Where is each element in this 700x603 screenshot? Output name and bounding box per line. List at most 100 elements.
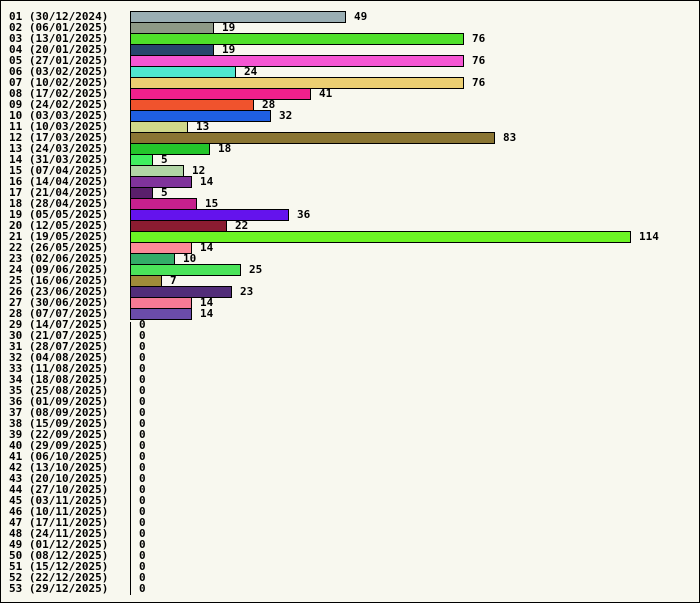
bar bbox=[130, 165, 184, 177]
value-label: 0 bbox=[139, 483, 146, 496]
value-label: 18 bbox=[218, 142, 231, 155]
category-label: 17 (21/04/2025) bbox=[9, 186, 108, 199]
value-label: 0 bbox=[139, 571, 146, 584]
category-label: 51 (15/12/2025) bbox=[9, 560, 108, 573]
value-label: 0 bbox=[139, 384, 146, 397]
bar bbox=[130, 11, 346, 23]
value-label: 23 bbox=[240, 285, 253, 298]
category-label: 06 (03/02/2025) bbox=[9, 65, 108, 78]
value-label: 114 bbox=[639, 230, 659, 243]
value-label: 0 bbox=[139, 417, 146, 430]
value-label: 0 bbox=[139, 538, 146, 551]
category-label: 50 (08/12/2025) bbox=[9, 549, 108, 562]
bar bbox=[130, 33, 464, 45]
category-label: 27 (30/06/2025) bbox=[9, 296, 108, 309]
category-label: 20 (12/05/2025) bbox=[9, 219, 108, 232]
category-label: 34 (18/08/2025) bbox=[9, 373, 108, 386]
value-label: 0 bbox=[139, 505, 146, 518]
category-label: 05 (27/01/2025) bbox=[9, 54, 108, 67]
category-label: 36 (01/09/2025) bbox=[9, 395, 108, 408]
value-label: 5 bbox=[161, 186, 168, 199]
bar bbox=[130, 209, 289, 221]
value-label: 0 bbox=[139, 549, 146, 562]
category-label: 43 (20/10/2025) bbox=[9, 472, 108, 485]
bar bbox=[130, 308, 192, 320]
bar bbox=[130, 220, 227, 232]
category-label: 26 (23/06/2025) bbox=[9, 285, 108, 298]
value-label: 22 bbox=[235, 219, 248, 232]
value-label: 12 bbox=[192, 164, 205, 177]
category-label: 33 (11/08/2025) bbox=[9, 362, 108, 375]
bar bbox=[130, 264, 241, 276]
category-label: 41 (06/10/2025) bbox=[9, 450, 108, 463]
value-label: 0 bbox=[139, 340, 146, 353]
value-label: 10 bbox=[183, 252, 196, 265]
bar bbox=[130, 77, 464, 89]
value-label: 14 bbox=[200, 175, 214, 188]
value-labels: 4919761976247641283213831851214515362211… bbox=[139, 10, 659, 595]
value-label: 49 bbox=[354, 10, 367, 23]
category-label: 01 (30/12/2024) bbox=[9, 10, 108, 23]
category-label: 25 (16/06/2025) bbox=[9, 274, 108, 287]
value-label: 0 bbox=[139, 450, 146, 463]
value-label: 0 bbox=[139, 318, 146, 331]
value-label: 41 bbox=[319, 87, 333, 100]
bar bbox=[130, 110, 271, 122]
bar bbox=[130, 231, 631, 243]
bar bbox=[130, 132, 495, 144]
value-label: 25 bbox=[249, 263, 262, 276]
value-label: 14 bbox=[200, 307, 214, 320]
category-label: 12 (17/03/2025) bbox=[9, 131, 108, 144]
category-label: 19 (05/05/2025) bbox=[9, 208, 108, 221]
category-label: 04 (20/01/2025) bbox=[9, 43, 108, 56]
value-label: 0 bbox=[139, 527, 146, 540]
bar bbox=[130, 121, 188, 133]
category-labels: 01 (30/12/2024)02 (06/01/2025)03 (13/01/… bbox=[9, 10, 108, 595]
category-label: 45 (03/11/2025) bbox=[9, 494, 108, 507]
bar bbox=[130, 143, 210, 155]
value-label: 0 bbox=[139, 560, 146, 573]
category-label: 47 (17/11/2025) bbox=[9, 516, 108, 529]
bars bbox=[130, 11, 631, 320]
bar bbox=[130, 99, 254, 111]
value-label: 76 bbox=[472, 54, 486, 67]
bar bbox=[130, 187, 153, 199]
category-label: 39 (22/09/2025) bbox=[9, 428, 108, 441]
category-label: 14 (31/03/2025) bbox=[9, 153, 108, 166]
category-label: 40 (29/09/2025) bbox=[9, 439, 108, 452]
bar bbox=[130, 66, 236, 78]
category-label: 18 (28/04/2025) bbox=[9, 197, 108, 210]
category-label: 07 (10/02/2025) bbox=[9, 76, 108, 89]
bar bbox=[130, 22, 214, 34]
value-label: 28 bbox=[262, 98, 275, 111]
category-label: 23 (02/06/2025) bbox=[9, 252, 108, 265]
category-label: 42 (13/10/2025) bbox=[9, 461, 108, 474]
category-label: 10 (03/03/2025) bbox=[9, 109, 108, 122]
category-label: 35 (25/08/2025) bbox=[9, 384, 108, 397]
value-label: 14 bbox=[200, 296, 214, 309]
value-label: 0 bbox=[139, 461, 146, 474]
value-label: 0 bbox=[139, 351, 146, 364]
category-label: 53 (29/12/2025) bbox=[9, 582, 108, 595]
value-label: 0 bbox=[139, 406, 146, 419]
bar bbox=[130, 297, 192, 309]
value-label: 83 bbox=[503, 131, 516, 144]
value-label: 7 bbox=[170, 274, 177, 287]
category-label: 03 (13/01/2025) bbox=[9, 32, 108, 45]
bar bbox=[130, 286, 232, 298]
value-label: 14 bbox=[200, 241, 214, 254]
bar bbox=[130, 44, 214, 56]
category-label: 13 (24/03/2025) bbox=[9, 142, 108, 155]
value-label: 15 bbox=[205, 197, 218, 210]
value-label: 32 bbox=[279, 109, 292, 122]
category-label: 09 (24/02/2025) bbox=[9, 98, 108, 111]
bar bbox=[130, 253, 175, 265]
value-label: 0 bbox=[139, 362, 146, 375]
category-label: 46 (10/11/2025) bbox=[9, 505, 108, 518]
value-label: 24 bbox=[244, 65, 258, 78]
category-label: 08 (17/02/2025) bbox=[9, 87, 108, 100]
value-label: 36 bbox=[297, 208, 311, 221]
category-label: 02 (06/01/2025) bbox=[9, 21, 108, 34]
value-label: 19 bbox=[222, 21, 235, 34]
